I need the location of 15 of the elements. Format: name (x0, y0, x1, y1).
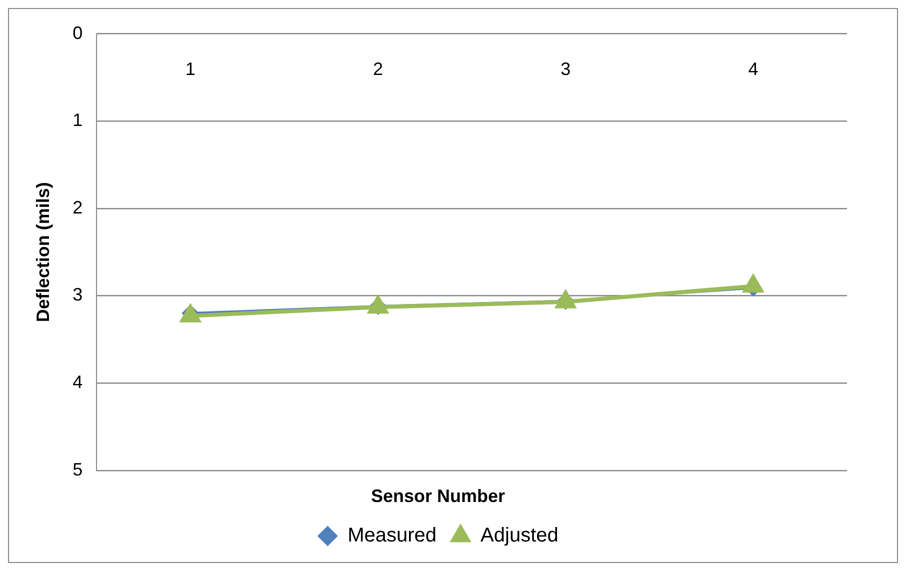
legend-label: Adjusted (480, 524, 558, 547)
y-tick-label: 5 (72, 459, 83, 480)
y-axis-title: Deflection (mils) (32, 182, 53, 322)
y-tick-label: 1 (72, 110, 83, 130)
x-tick-label: 1 (185, 58, 196, 79)
x-tick-label: 2 (373, 58, 384, 79)
point (743, 275, 763, 293)
y-tick-label: 4 (72, 372, 83, 392)
y-tick-label: 3 (72, 284, 83, 305)
x-tick-label: 4 (748, 58, 758, 79)
x-axis-title: Sensor Number (370, 486, 506, 506)
legend-label: Measured (348, 524, 437, 547)
y-tick-label: 2 (72, 197, 83, 218)
y-tick-label: 0 (72, 22, 83, 43)
x-tick-label: 3 (560, 58, 571, 79)
